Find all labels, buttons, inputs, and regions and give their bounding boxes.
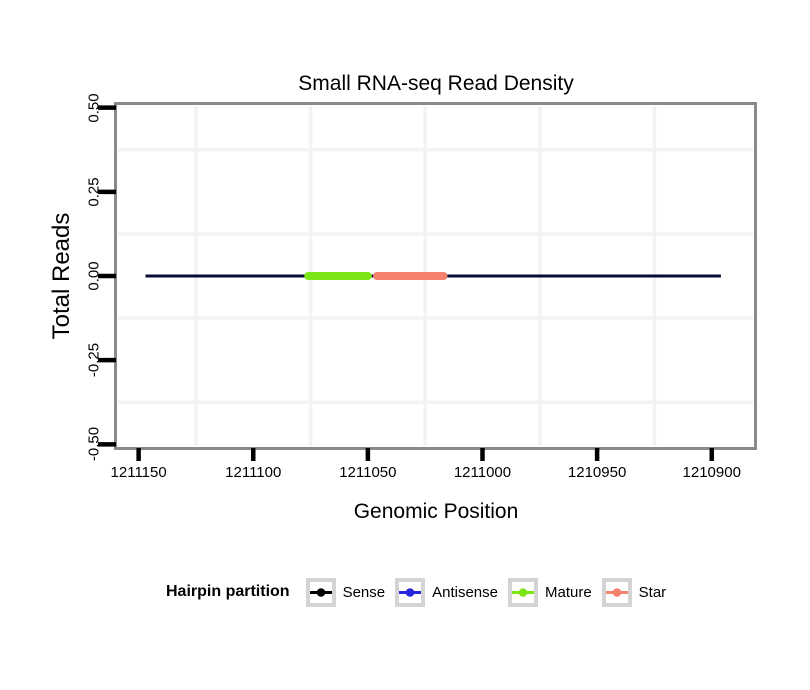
legend-entry-star: Star — [601, 577, 667, 607]
legend-entry-sense: Sense — [305, 577, 386, 607]
y-tick-label: 0.50 — [85, 93, 103, 123]
x-tick-label: 1211150 — [110, 464, 167, 481]
legend-key-icon — [507, 577, 538, 607]
legend-key-icon — [395, 577, 426, 607]
legend-label: Star — [638, 583, 667, 601]
x-tick-label: 1210950 — [567, 464, 627, 481]
y-tick-label: -0.25 — [85, 343, 103, 378]
y-tick-label: 0.25 — [85, 177, 103, 207]
y-tick-label: -0.50 — [85, 427, 103, 462]
legend-label: Mature — [544, 583, 592, 601]
legend-title: Hairpin partition — [166, 583, 290, 600]
legend-label: Sense — [342, 583, 386, 601]
legend-key-icon — [305, 577, 336, 607]
x-tick-label: 1210900 — [682, 464, 741, 481]
legend-entry-antisense: Antisense — [395, 577, 498, 607]
x-tick-label: 1211100 — [225, 464, 282, 481]
legend-entries: Sense Antisense Mature Star — [305, 577, 677, 607]
legend-key-icon — [601, 577, 632, 607]
x-axis-title: Genomic Position — [353, 500, 519, 523]
y-tick-label: 0.00 — [85, 261, 103, 291]
legend: Hairpin partition Sense Antisense Mature St… — [166, 576, 676, 608]
x-tick-label: 1211050 — [339, 464, 397, 481]
legend-entry-mature: Mature — [507, 577, 592, 607]
legend-label: Antisense — [432, 583, 498, 601]
chart-title: Small RNA-seq Read Density — [298, 72, 574, 95]
x-tick-label: 1211000 — [453, 464, 512, 481]
